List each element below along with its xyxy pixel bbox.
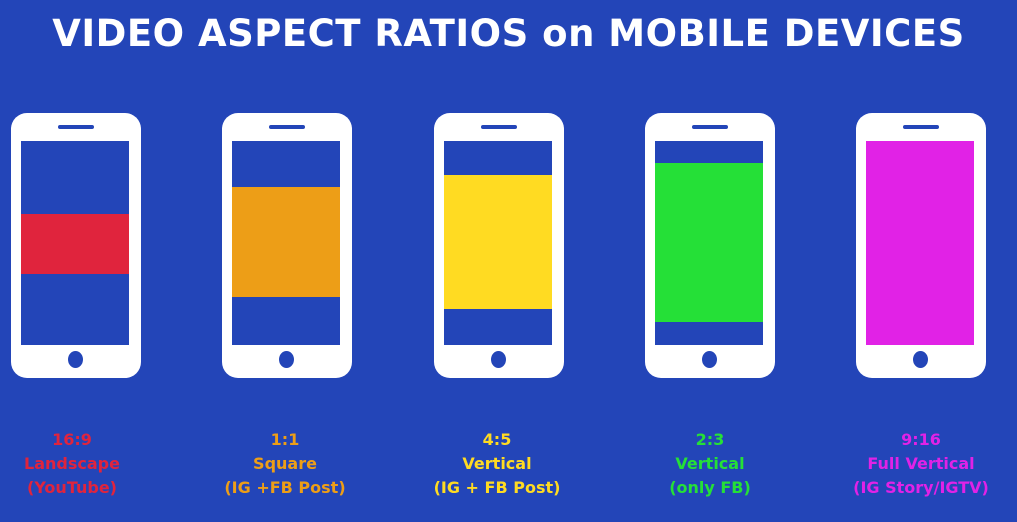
speaker-slot bbox=[903, 125, 939, 129]
phone-screen bbox=[655, 141, 763, 345]
caption-2-3: 2:3 Vertical (only FB) bbox=[615, 428, 805, 500]
caption-ratio: 1:1 bbox=[270, 430, 300, 449]
speaker-slot bbox=[58, 125, 94, 129]
home-button bbox=[702, 351, 717, 368]
caption-1-1: 1:1 Square (IG +FB Post) bbox=[190, 428, 380, 500]
video-frame-4-5 bbox=[444, 175, 552, 309]
caption-note: (only FB) bbox=[669, 478, 751, 497]
page-title: VIDEO ASPECT RATIOS on MOBILE DEVICES bbox=[52, 12, 965, 55]
caption-note: (IG + FB Post) bbox=[433, 478, 561, 497]
phone-screen bbox=[866, 141, 974, 345]
phone-4-5 bbox=[434, 113, 564, 378]
home-button bbox=[68, 351, 83, 368]
speaker-slot bbox=[692, 125, 728, 129]
phone-9-16 bbox=[856, 113, 986, 378]
home-button bbox=[279, 351, 294, 368]
caption-ratio: 9:16 bbox=[901, 430, 941, 449]
caption-ratio: 16:9 bbox=[52, 430, 92, 449]
caption-label: Vertical bbox=[675, 454, 745, 473]
phone-screen bbox=[232, 141, 340, 345]
caption-note: (YouTube) bbox=[27, 478, 117, 497]
caption-label: Landscape bbox=[24, 454, 120, 473]
caption-note: (IG Story/IGTV) bbox=[853, 478, 989, 497]
video-frame-9-16 bbox=[866, 141, 974, 345]
phone-16-9 bbox=[11, 113, 141, 378]
video-frame-16-9 bbox=[21, 214, 129, 274]
caption-label: Full Vertical bbox=[867, 454, 975, 473]
home-button bbox=[913, 351, 928, 368]
caption-label: Vertical bbox=[462, 454, 532, 473]
caption-ratio: 4:5 bbox=[482, 430, 512, 449]
caption-4-5: 4:5 Vertical (IG + FB Post) bbox=[402, 428, 592, 500]
caption-16-9: 16:9 Landscape (YouTube) bbox=[0, 428, 167, 500]
phone-2-3 bbox=[645, 113, 775, 378]
caption-ratio: 2:3 bbox=[695, 430, 725, 449]
phone-screen bbox=[21, 141, 129, 345]
home-button bbox=[491, 351, 506, 368]
speaker-slot bbox=[269, 125, 305, 129]
video-frame-1-1 bbox=[232, 187, 340, 297]
caption-9-16: 9:16 Full Vertical (IG Story/IGTV) bbox=[826, 428, 1016, 500]
phone-screen bbox=[444, 141, 552, 345]
caption-label: Square bbox=[253, 454, 317, 473]
speaker-slot bbox=[481, 125, 517, 129]
video-frame-2-3 bbox=[655, 163, 763, 322]
caption-note: (IG +FB Post) bbox=[224, 478, 346, 497]
phone-1-1 bbox=[222, 113, 352, 378]
